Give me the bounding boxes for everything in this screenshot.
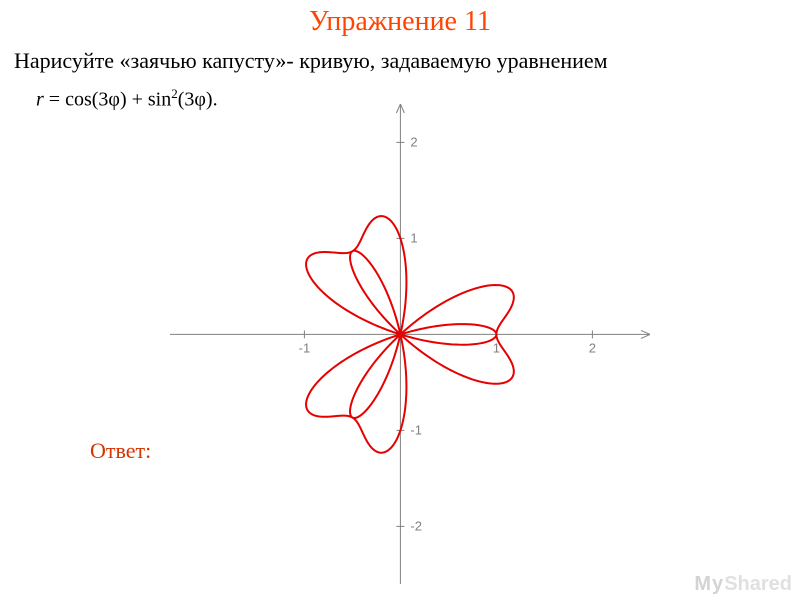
watermark-shared: Shared: [724, 573, 792, 595]
svg-text:-1: -1: [299, 340, 311, 355]
svg-text:2: 2: [410, 134, 417, 149]
svg-text:2: 2: [589, 340, 596, 355]
watermark: MyShared: [694, 573, 792, 596]
formula-body: = cos(3φ) + sin: [44, 89, 171, 111]
svg-text:1: 1: [410, 230, 417, 245]
exercise-title: Упражнение 11: [0, 6, 800, 38]
svg-text:-1: -1: [410, 422, 422, 437]
formula-var: r: [36, 89, 44, 111]
answer-label: Ответ:: [90, 438, 151, 464]
polar-curve-chart: -112-2-112: [170, 104, 650, 584]
svg-text:-2: -2: [410, 518, 422, 533]
watermark-my: My: [694, 573, 724, 595]
problem-statement: Нарисуйте «заячью капусту»- кривую, зада…: [14, 48, 786, 74]
